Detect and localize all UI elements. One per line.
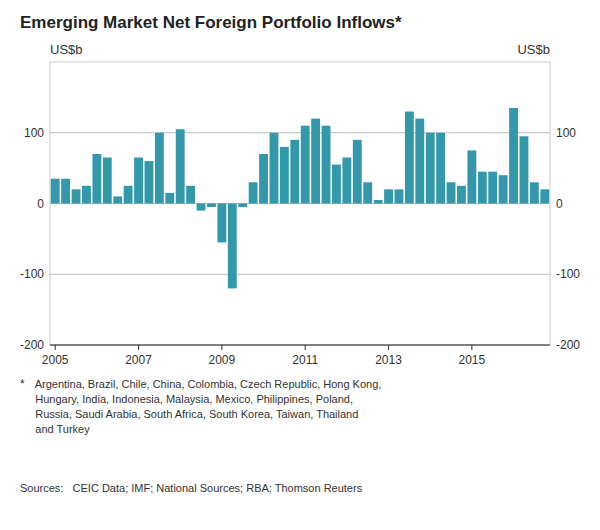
- bar: [145, 161, 154, 203]
- bar: [457, 186, 466, 204]
- bar: [270, 133, 279, 204]
- y-tick-label: -200: [20, 338, 44, 352]
- bar: [322, 126, 331, 204]
- x-tick: [221, 345, 222, 350]
- y-tick-label: -100: [20, 267, 44, 281]
- bar: [478, 172, 487, 204]
- bar: [103, 158, 112, 204]
- y-tick-label: 0: [37, 197, 44, 211]
- bar: [467, 150, 476, 203]
- bar: [447, 182, 456, 203]
- bar: [311, 119, 320, 204]
- x-tick-label: 2011: [292, 353, 318, 367]
- footnote: Argentina, Brazil, Chile, China, Colombi…: [20, 378, 381, 435]
- chart: Emerging Market Net Foreign Portfolio In…: [0, 0, 600, 530]
- y2-tick-label: 100: [556, 126, 576, 140]
- footnote-line: Hungary, India, Indonesia, Malaysia, Mex…: [20, 393, 353, 405]
- y2-tick-label: 0: [556, 197, 563, 211]
- x-tick: [138, 345, 139, 350]
- bar: [426, 133, 435, 204]
- x-tick-label: 2007: [125, 353, 152, 367]
- bar: [405, 112, 414, 204]
- x-tick-label: 2009: [209, 353, 236, 367]
- bar: [374, 200, 383, 204]
- bar: [207, 204, 216, 208]
- bar: [165, 193, 174, 204]
- bar: [332, 165, 341, 204]
- x-tick-label: 2015: [459, 353, 486, 367]
- y-tick-label: 100: [24, 126, 44, 140]
- bar: [290, 140, 299, 204]
- bar: [395, 189, 404, 203]
- bar: [530, 182, 539, 203]
- bar: [353, 140, 362, 204]
- x-tick: [55, 345, 56, 350]
- bar: [228, 204, 237, 289]
- bar: [259, 154, 268, 204]
- bar: [363, 182, 372, 203]
- x-tick: [471, 345, 472, 350]
- bar: [92, 154, 101, 204]
- x-tick-label: 2013: [375, 353, 402, 367]
- bar: [301, 126, 310, 204]
- footnote-line: Argentina, Brazil, Chile, China, Colombi…: [20, 378, 381, 390]
- bar: [155, 133, 164, 204]
- bar: [72, 189, 81, 203]
- bar: [238, 204, 247, 208]
- grid-line: [50, 132, 550, 133]
- bar: [540, 189, 549, 203]
- y-axis-label: US$b: [50, 42, 83, 57]
- bar: [499, 175, 508, 203]
- footnote-line: and Turkey: [20, 423, 90, 435]
- bar: [82, 186, 91, 204]
- bar: [217, 204, 226, 243]
- y2-tick-label: -200: [556, 338, 580, 352]
- bar: [186, 186, 195, 204]
- bar: [134, 158, 143, 204]
- footnote-line: Russia, Saudi Arabia, South Africa, Sout…: [20, 408, 358, 420]
- title: Emerging Market Net Foreign Portfolio In…: [20, 13, 402, 32]
- bar: [384, 189, 393, 203]
- bar: [280, 147, 289, 204]
- bar: [176, 129, 185, 203]
- y2-tick-label: -100: [556, 267, 580, 281]
- bar: [415, 119, 424, 204]
- bar: [488, 172, 497, 204]
- bar: [124, 186, 133, 204]
- x-axis-line: [50, 345, 550, 346]
- x-tick-label: 2005: [42, 353, 69, 367]
- bar: [113, 196, 122, 203]
- bar: [436, 133, 445, 204]
- bars: [51, 108, 549, 288]
- bar: [197, 204, 206, 211]
- grid-line: [50, 345, 550, 346]
- bar: [509, 108, 518, 204]
- x-tick: [388, 345, 389, 350]
- x-tick: [305, 345, 306, 350]
- grid-line: [50, 274, 550, 275]
- bar: [520, 136, 529, 203]
- bar: [61, 179, 70, 204]
- y2-axis-label: US$b: [517, 42, 550, 57]
- bar: [249, 182, 258, 203]
- bar: [342, 158, 351, 204]
- sources: Sources: CEIC Data; IMF; National Source…: [20, 482, 363, 494]
- plot-frame: [50, 62, 550, 345]
- bar: [51, 179, 60, 204]
